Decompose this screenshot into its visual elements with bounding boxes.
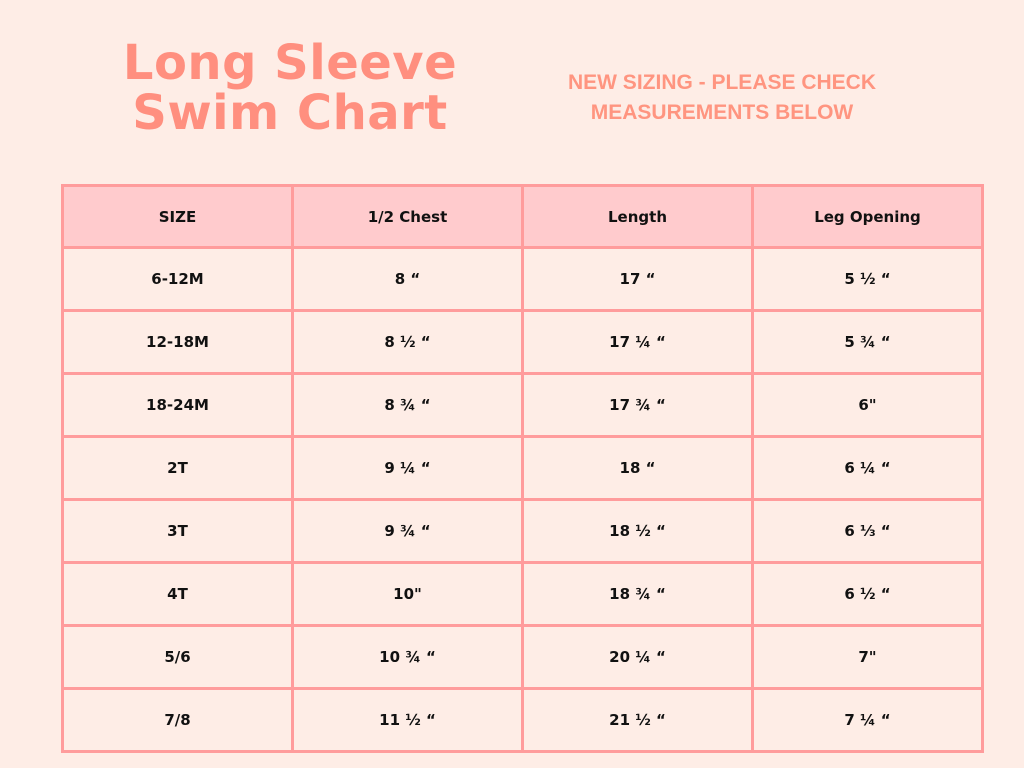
leg-opening-cell: 6" [751, 372, 984, 438]
table-row: 4T 10" 18 ¾ “6 ½ “ [61, 561, 984, 627]
chest-cell: 9 ¼ “ [291, 435, 524, 501]
chest-cell: 8 ½ “ [291, 309, 524, 375]
leg-opening-cell: 6 ½ “ [751, 561, 984, 627]
header-size: SIZE [61, 184, 294, 249]
size-cell: 12-18M [61, 309, 294, 375]
length-cell: 17 “ [521, 246, 754, 312]
size-cell: 6-12M [61, 246, 294, 312]
size-cell: 2T [61, 435, 294, 501]
size-cell: 18-24M [61, 372, 294, 438]
header-leg-opening: Leg Opening [751, 184, 984, 249]
size-cell: 3T [61, 498, 294, 564]
length-cell: 20 ¼ “ [521, 624, 754, 690]
length-cell: 18 ¾ “ [521, 561, 754, 627]
chest-cell: 8 ¾ “ [291, 372, 524, 438]
chest-cell: 11 ½ “ [291, 687, 524, 753]
chest-cell: 9 ¾ “ [291, 498, 524, 564]
length-cell: 17 ¾ “ [521, 372, 754, 438]
leg-opening-cell: 6 ⅓ “ [751, 498, 984, 564]
header-chest: 1/2 Chest [291, 184, 524, 249]
leg-opening-cell: 5 ½ “ [751, 246, 984, 312]
table-row: 2T 9 ¼ “18 “6 ¼ “ [61, 435, 984, 501]
table-row: 5/6 10 ¾ “20 ¼ “7" [61, 624, 984, 690]
size-cell: 7/8 [61, 687, 294, 753]
table-row: 12-18M 8 ½ “17 ¼ “5 ¾ “ [61, 309, 984, 375]
length-cell: 18 ½ “ [521, 498, 754, 564]
header-row: SIZE 1/2 Chest Length Leg Opening [61, 184, 984, 249]
length-cell: 18 “ [521, 435, 754, 501]
sizing-notice: NEW SIZING - PLEASE CHECK MEASUREMENTS B… [530, 68, 914, 128]
size-cell: 4T [61, 561, 294, 627]
length-cell: 17 ¼ “ [521, 309, 754, 375]
table-row: 18-24M 8 ¾ “17 ¾ “6" [61, 372, 984, 438]
chest-cell: 8 “ [291, 246, 524, 312]
notice-line-1: NEW SIZING - PLEASE CHECK [567, 71, 877, 94]
length-cell: 21 ½ “ [521, 687, 754, 753]
chest-cell: 10 ¾ “ [291, 624, 524, 690]
title-line-1: Long Sleeve [122, 35, 458, 91]
leg-opening-cell: 7 ¼ “ [751, 687, 984, 753]
table-row: 6-12M 8 “17 “5 ½ “ [61, 246, 984, 312]
header-length: Length [521, 184, 754, 249]
notice-line-2: MEASUREMENTS BELOW [590, 101, 854, 124]
size-chart-table: SIZE 1/2 Chest Length Leg Opening 6-12M 8… [61, 184, 984, 753]
size-cell: 5/6 [61, 624, 294, 690]
leg-opening-cell: 6 ¼ “ [751, 435, 984, 501]
table-row: 3T 9 ¾ “18 ½ “6 ⅓ “ [61, 498, 984, 564]
chest-cell: 10" [291, 561, 524, 627]
title-line-2: Swim Chart [132, 85, 448, 141]
page-title: Long Sleeve Swim Chart [110, 38, 470, 138]
table-row: 7/8 11 ½ “21 ½ “7 ¼ “ [61, 687, 984, 753]
leg-opening-cell: 5 ¾ “ [751, 309, 984, 375]
leg-opening-cell: 7" [751, 624, 984, 690]
